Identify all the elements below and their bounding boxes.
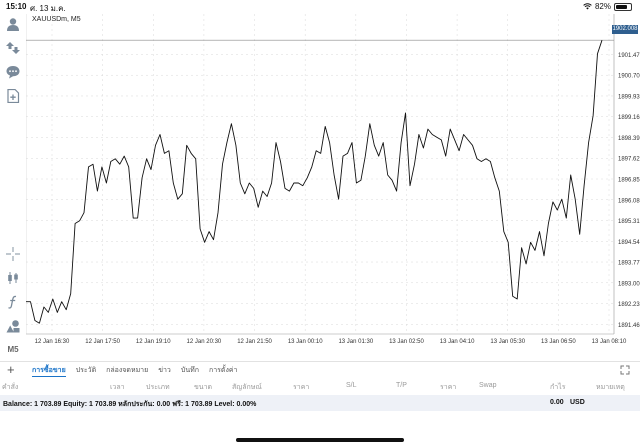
column-header-0: คำสั่ง	[2, 384, 19, 391]
column-header-8: ราคา	[440, 384, 457, 391]
x-tick-label: 13 Jan 06:50	[541, 339, 576, 345]
column-header-9: Swap	[479, 382, 497, 389]
x-tick-label: 13 Jan 01:30	[338, 339, 373, 345]
chat-icon[interactable]	[5, 64, 21, 80]
y-tick-label: 1892.230	[618, 302, 640, 308]
y-tick-label: 1897.620	[618, 157, 640, 163]
price-series	[26, 39, 614, 324]
tab-0[interactable]: การซื้อขาย	[32, 365, 66, 377]
column-header-10: กำไร	[550, 384, 566, 391]
tab-5[interactable]: การตั้งค่า	[208, 367, 238, 374]
symbol-label: XAUUSDm, M5	[32, 16, 81, 23]
balance-summary: Balance: 1 703.89 Equity: 1 703.89 หลักป…	[3, 401, 257, 408]
objects-icon[interactable]	[5, 318, 21, 334]
y-tick-label: 1898.390	[618, 136, 640, 142]
x-tick-label: 12 Jan 20:30	[187, 339, 222, 345]
y-tick-label: 1895.310	[618, 219, 640, 225]
tab-1[interactable]: ประวัติ	[75, 367, 97, 374]
home-indicator	[236, 438, 404, 442]
x-tick-label: 12 Jan 17:50	[85, 339, 120, 345]
status-date: ศ. 13 ม.ค.	[30, 4, 66, 13]
wifi-icon	[583, 3, 592, 10]
add-order-button[interactable]: +	[7, 362, 15, 377]
y-tick-label: 1891.460	[618, 323, 640, 329]
current-price-tag: 1902.008	[612, 25, 638, 34]
indicator-function-icon[interactable]	[5, 294, 21, 310]
y-tick-label: 1894.540	[618, 240, 640, 246]
column-header-6: S/L	[346, 382, 357, 389]
battery-icon	[614, 2, 632, 11]
y-tick-label: 1896.080	[618, 198, 640, 204]
new-document-icon[interactable]	[5, 88, 21, 104]
column-header-5: ราคา	[293, 384, 310, 391]
y-tick-label: 1896.850	[618, 178, 640, 184]
column-header-3: ขนาด	[194, 384, 213, 391]
bottom-tabs-bar: + การซื้อขาย ประวัติ กล่องจดหมาย ข่าว บันทึก…	[0, 361, 640, 377]
time-axis: 12 Jan 16:30 12 Jan 17:50 12 Jan 19:10 12 J…	[35, 339, 627, 345]
crosshair-icon[interactable]	[5, 246, 21, 262]
expand-panel-icon[interactable]	[620, 365, 630, 375]
y-tick-label: 1899.930	[618, 94, 640, 100]
tab-4[interactable]: บันทึก	[180, 367, 199, 374]
y-tick-label: 1899.160	[618, 115, 640, 121]
y-tick-label: 1893.770	[618, 261, 640, 267]
y-tick-label: 1893.000	[618, 281, 640, 287]
column-header-1: เวลา	[110, 384, 125, 391]
tab-2[interactable]: กล่องจดหมาย	[106, 367, 149, 374]
y-tick-label: 1900.700	[618, 74, 640, 80]
column-header-2: ประเภท	[146, 384, 170, 391]
column-header-7: T/P	[396, 382, 407, 389]
timeframe-label: M5	[7, 344, 19, 354]
battery-percent: 82%	[594, 2, 611, 11]
price-chart[interactable]: 1901.470 1900.700 1899.930 1899.160 1898.390…	[26, 14, 640, 348]
status-bar: 15:10 ศ. 13 ม.ค. 82%	[0, 0, 640, 14]
x-tick-label: 12 Jan 16:30	[35, 339, 70, 345]
orders-table-header: คำสั่ง เวลา ประเภท ขนาด สัญลักษณ์ ราคา S/L T/P ร…	[0, 380, 640, 394]
battery-fill	[616, 4, 628, 9]
x-tick-label: 12 Jan 19:10	[136, 339, 171, 345]
balance-row: Balance: 1 703.89 Equity: 1 703.89 หลักป…	[0, 395, 640, 411]
y-tick-label: 1901.470	[618, 53, 640, 59]
account-currency: USD	[570, 399, 585, 406]
total-profit: 0.00	[550, 399, 564, 406]
chart-grid	[26, 14, 615, 335]
x-tick-label: 13 Jan 02:50	[389, 339, 424, 345]
bottom-tabs: การซื้อขาย ประวัติ กล่องจดหมาย ข่าว บันทึก กา…	[32, 365, 237, 377]
price-axis: 1901.470 1900.700 1899.930 1899.160 1898.390…	[618, 53, 640, 329]
x-tick-label: 12 Jan 21:50	[237, 339, 272, 345]
x-tick-label: 13 Jan 05:30	[490, 339, 525, 345]
candles-icon[interactable]	[5, 270, 21, 286]
status-right: 82%	[583, 2, 632, 11]
tab-3[interactable]: ข่าว	[158, 367, 171, 374]
account-icon[interactable]	[5, 16, 21, 32]
trade-arrows-icon[interactable]	[5, 40, 21, 56]
timeframe-button[interactable]: M5	[5, 341, 21, 357]
x-tick-label: 13 Jan 00:10	[288, 339, 323, 345]
status-time: 15:10	[6, 2, 27, 11]
x-tick-label: 13 Jan 08:10	[592, 339, 627, 345]
chart-area[interactable]: 1901.470 1900.700 1899.930 1899.160 1898.390…	[26, 14, 640, 348]
left-toolbar: M5	[0, 14, 26, 359]
price-line	[26, 40, 603, 324]
column-header-11: หมายเหตุ	[596, 384, 625, 391]
x-tick-label: 13 Jan 04:10	[440, 339, 475, 345]
column-header-4: สัญลักษณ์	[232, 384, 262, 391]
